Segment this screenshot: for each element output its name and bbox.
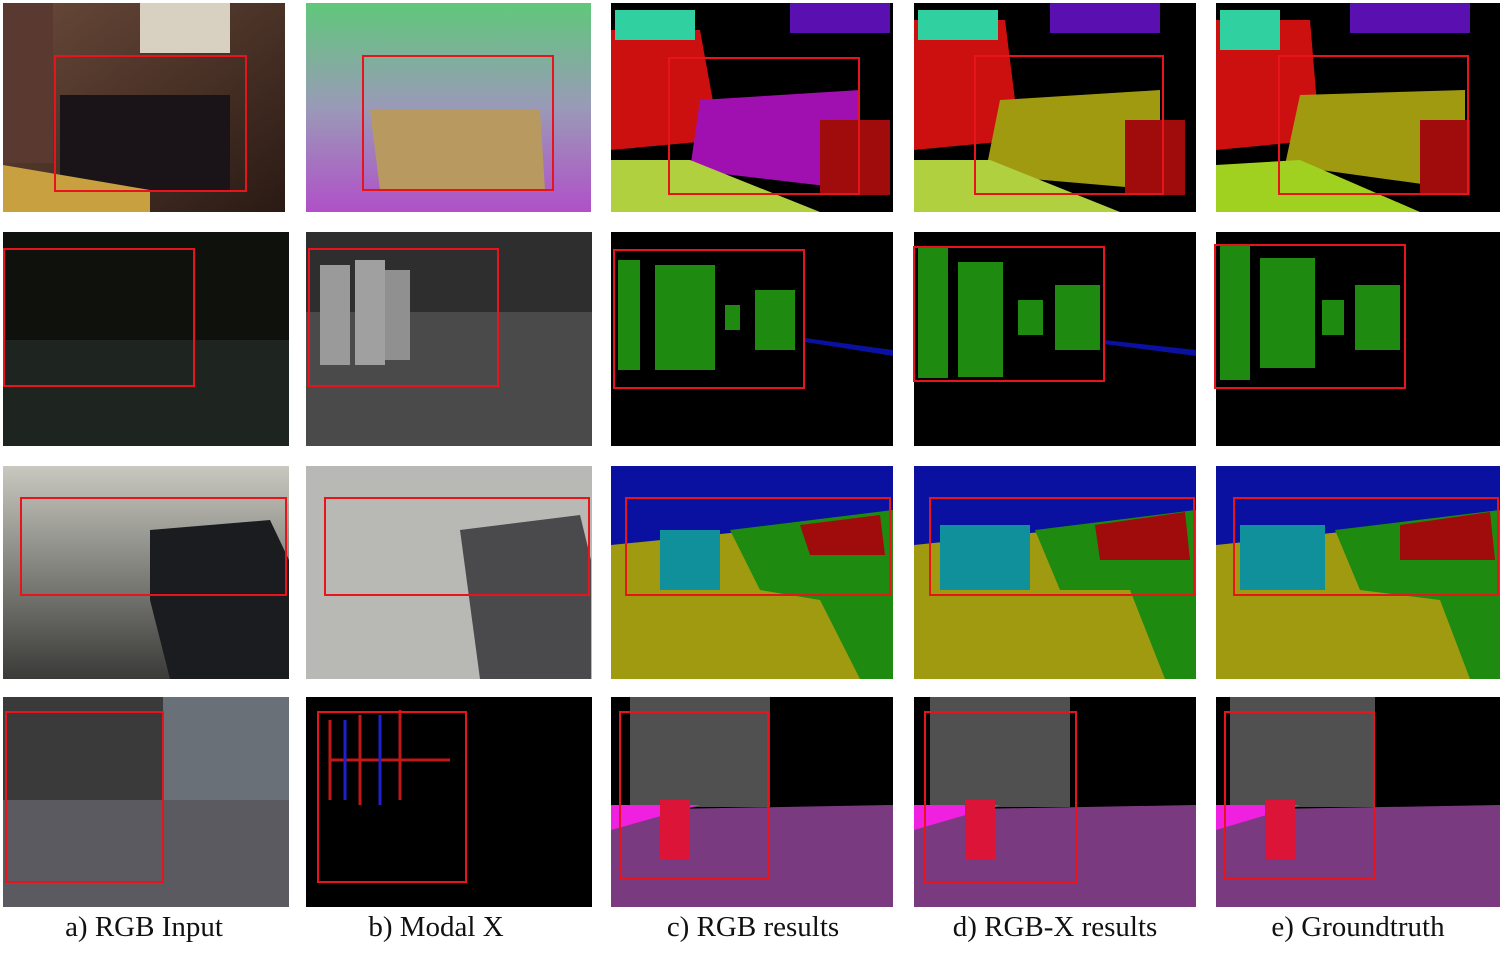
caption: a) RGB Input — [65, 911, 223, 943]
captions: a) RGB Input b) Modal X c) RGB results d… — [65, 911, 1445, 943]
row-1 — [3, 3, 1500, 212]
seg-rgb — [611, 232, 893, 446]
row-4 — [3, 697, 1500, 907]
row-3 — [3, 466, 1500, 679]
row-2 — [3, 232, 1500, 446]
caption: e) Groundtruth — [1271, 911, 1445, 943]
caption: d) RGB-X results — [953, 911, 1158, 943]
caption: c) RGB results — [667, 911, 839, 943]
modal-image — [306, 697, 592, 907]
caption: b) Modal X — [368, 911, 503, 943]
